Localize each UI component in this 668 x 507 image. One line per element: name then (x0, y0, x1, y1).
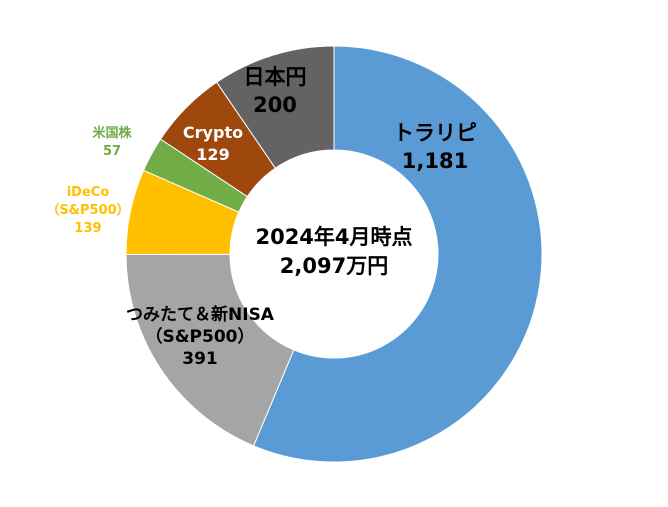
slice-label-line: iDeCo (67, 185, 110, 200)
donut-slices (125, 45, 543, 463)
slice-label-3: 米国株 57 (92, 125, 132, 159)
slice-value-label: 200 (253, 93, 297, 117)
slice-label-line: 日本円 (244, 65, 307, 89)
slice-label-line: Crypto (183, 123, 243, 142)
center-total-label: 2,097万円 (280, 254, 388, 278)
slice-value-label: 129 (196, 145, 229, 164)
slice-label-2: iDeCo （S&P500） 139 (46, 185, 129, 236)
center-date-label: 2024年4月時点 (255, 225, 412, 249)
slice-0 (252, 45, 543, 463)
slice-label-line: （S&P500） (145, 326, 254, 347)
slice-value-label: 391 (182, 349, 218, 369)
slice-label-0: トラリピ 1,181 (393, 121, 477, 173)
slice-label-line: （S&P500） (46, 202, 129, 218)
slice-label-line: つみたて＆新NISA (126, 304, 275, 325)
slice-label-line: 米国株 (92, 125, 132, 141)
slice-label-4: Crypto 129 (183, 123, 243, 164)
slice-label-1: つみたて＆新NISA （S&P500） 391 (126, 304, 275, 369)
slice-label-5: 日本円 200 (244, 65, 307, 117)
slice-value-label: 139 (74, 221, 101, 236)
slice-5 (215, 45, 335, 169)
slice-value-label: 1,181 (402, 149, 468, 173)
slice-value-label: 57 (103, 144, 121, 159)
slice-label-line: トラリピ (393, 121, 477, 145)
donut-center-text: 2024年4月時点 2,097万円 (255, 225, 412, 278)
slice-1 (125, 253, 295, 447)
